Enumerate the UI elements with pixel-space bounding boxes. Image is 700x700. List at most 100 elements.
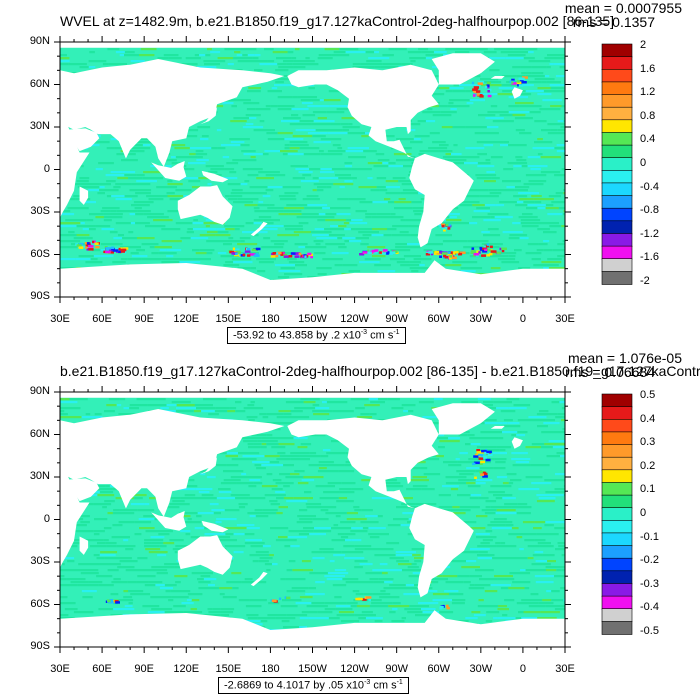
colorbar-label: 0.5 <box>640 389 656 401</box>
colorbar-swatch <box>601 621 633 635</box>
lon-tick-label: 180 <box>261 313 280 325</box>
colorbar-swatch <box>601 195 633 210</box>
colorbar-label: -0.2 <box>640 554 659 567</box>
landmass-arabia <box>65 128 100 152</box>
landmass-s-america <box>409 503 474 598</box>
colorbar-swatch <box>601 144 633 159</box>
lon-tick-label: 90E <box>134 313 154 325</box>
landmass-japan <box>200 107 218 125</box>
ocean-field <box>60 42 565 297</box>
lon-tick-label: 150E <box>215 663 242 675</box>
rms-stat: rms = 0.1357 <box>572 14 655 30</box>
lon-tick-label: 120E <box>173 313 200 325</box>
landmass-arctic <box>60 42 565 48</box>
colorbar-label: 1.6 <box>640 62 656 75</box>
colorbar-swatch <box>601 56 633 70</box>
landmass-europe-asia <box>60 59 285 167</box>
lon-tick-label: 30W <box>469 663 493 675</box>
landmass-borneo <box>170 161 185 176</box>
landmass-arabia <box>65 478 100 502</box>
rms-stat: rms = 0.06684 <box>565 364 655 380</box>
contour-range-box: -2.6869 to 4.1017 by .05 x10-3 cm s-1 <box>218 677 409 694</box>
colorbar-swatch <box>601 482 633 496</box>
map-panel-2: b.e21.B1850.f19_g17.127kaControl-2deg-ha… <box>0 350 700 700</box>
lon-tick-label: 0 <box>519 313 526 325</box>
contour-range-box: -53.92 to 43.858 by .2 x10-3 cm s-1 <box>227 327 406 344</box>
colorbar-swatch <box>601 545 633 560</box>
colorbar-swatch <box>601 456 633 471</box>
colorbar-swatch <box>601 608 633 623</box>
lat-tick-label: 30N <box>29 470 50 482</box>
colorbar-label: 0.1 <box>640 483 656 496</box>
colorbar-label: -0.4 <box>640 601 659 614</box>
colorbar-swatch <box>601 81 633 96</box>
colorbar-label: 1.2 <box>640 86 656 99</box>
colorbar-label: -0.8 <box>640 204 659 217</box>
lat-tick-label: 60N <box>29 427 50 440</box>
lon-tick-label: 90W <box>385 663 408 675</box>
hotspots <box>105 449 493 610</box>
lon-tick-label: 150W <box>298 313 327 325</box>
colorbar-swatch <box>601 207 633 222</box>
colorbar-swatch <box>601 532 633 547</box>
lon-tick-label: 0 <box>519 663 526 675</box>
colorbar-swatch <box>601 431 633 446</box>
lon-tick-label: 30E <box>555 313 575 325</box>
colorbar-swatch <box>601 94 633 108</box>
lon-tick-label: 30W <box>469 313 493 325</box>
lon-tick-label: 120E <box>173 663 200 675</box>
lat-tick-label: 30S <box>30 555 50 567</box>
colorbar-label: -0.1 <box>640 530 659 543</box>
landmass-india <box>113 485 142 509</box>
land-mask <box>60 392 565 647</box>
landmass-se-asia-islands <box>151 162 187 181</box>
colorbar-label: -0.4 <box>640 180 659 193</box>
map-plot-2 <box>54 386 633 653</box>
colorbar-swatch <box>601 43 633 58</box>
lon-tick-label: 150W <box>298 663 327 675</box>
lat-tick-label: 90S <box>30 640 50 652</box>
lon-tick-label: 120W <box>340 663 369 675</box>
lon-tick-label: 60E <box>92 663 112 675</box>
colorbar-label: 0.2 <box>640 459 656 472</box>
colorbar-label: -2 <box>640 275 650 287</box>
landmass-uk <box>511 87 523 99</box>
landmass-newguinea <box>201 520 229 533</box>
map-plot-1 <box>54 36 633 303</box>
lon-tick-label: 60W <box>427 313 451 325</box>
landmass-iceland <box>490 76 505 79</box>
lat-tick-label: 60N <box>29 77 50 90</box>
land-mask <box>60 42 565 297</box>
colorbar <box>601 393 633 635</box>
colorbar-label: 0.8 <box>640 109 656 122</box>
landmass-australia <box>177 185 233 225</box>
colorbar-label: -0.3 <box>640 577 659 590</box>
mean-stat: mean = 1.076e-05 <box>567 350 682 366</box>
colorbar-swatch <box>601 233 633 247</box>
colorbar-swatch <box>601 106 633 121</box>
colorbar-swatch <box>601 132 633 146</box>
colorbar-swatch <box>601 507 633 522</box>
colorbar-swatch <box>601 520 633 534</box>
colorbar-label: 0 <box>640 507 647 519</box>
lat-tick-label: 90N <box>29 385 50 397</box>
mean-stat: mean = 0.0007955 <box>564 0 682 16</box>
colorbar-swatch <box>601 182 633 197</box>
hotspots <box>75 76 528 260</box>
landmass-n-america <box>287 64 439 159</box>
colorbar-swatch <box>601 69 633 83</box>
colorbar-swatch <box>601 393 633 408</box>
colorbar-swatch <box>601 119 633 134</box>
map-panel-1: WVEL at z=1482.9m, b.e21.B1850.f19_g17.1… <box>29 0 682 344</box>
landmass-antarctica <box>60 260 565 297</box>
colorbar-swatch <box>601 557 633 572</box>
colorbar-swatch <box>601 157 633 172</box>
lon-tick-label: 30E <box>555 663 575 675</box>
colorbar-swatch <box>601 419 633 433</box>
landmass-arctic <box>60 392 565 398</box>
landmass-europe-asia <box>60 409 285 517</box>
range-unit: cm s <box>367 329 394 342</box>
landmass-newguinea <box>201 170 229 183</box>
landmass-borneo <box>170 511 185 526</box>
lat-tick-label: 90S <box>30 290 50 302</box>
